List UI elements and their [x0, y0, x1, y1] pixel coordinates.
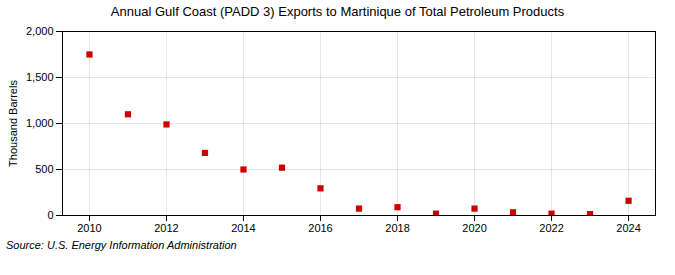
svg-text:500: 500 [35, 163, 53, 175]
svg-text:2020: 2020 [462, 222, 486, 234]
svg-text:Thousand Barrels: Thousand Barrels [7, 80, 19, 167]
svg-text:2014: 2014 [231, 222, 255, 234]
svg-text:2016: 2016 [308, 222, 332, 234]
svg-text:2,000: 2,000 [26, 25, 54, 37]
svg-text:2018: 2018 [385, 222, 409, 234]
svg-text:2022: 2022 [539, 222, 563, 234]
svg-text:1,500: 1,500 [26, 71, 54, 83]
svg-text:1,000: 1,000 [26, 117, 54, 129]
svg-text:2012: 2012 [154, 222, 178, 234]
svg-text:2010: 2010 [77, 222, 101, 234]
html-text:Annual Gulf Coast (PADD 3) Exp: Annual Gulf Coast (PADD 3) Exports to Ma… [110, 4, 565, 19]
svg-text:0: 0 [47, 209, 53, 221]
html-text:Source: U.S. Energy Informatio: Source: U.S. Energy Information Administ… [6, 239, 237, 251]
svg-text:2024: 2024 [616, 222, 640, 234]
